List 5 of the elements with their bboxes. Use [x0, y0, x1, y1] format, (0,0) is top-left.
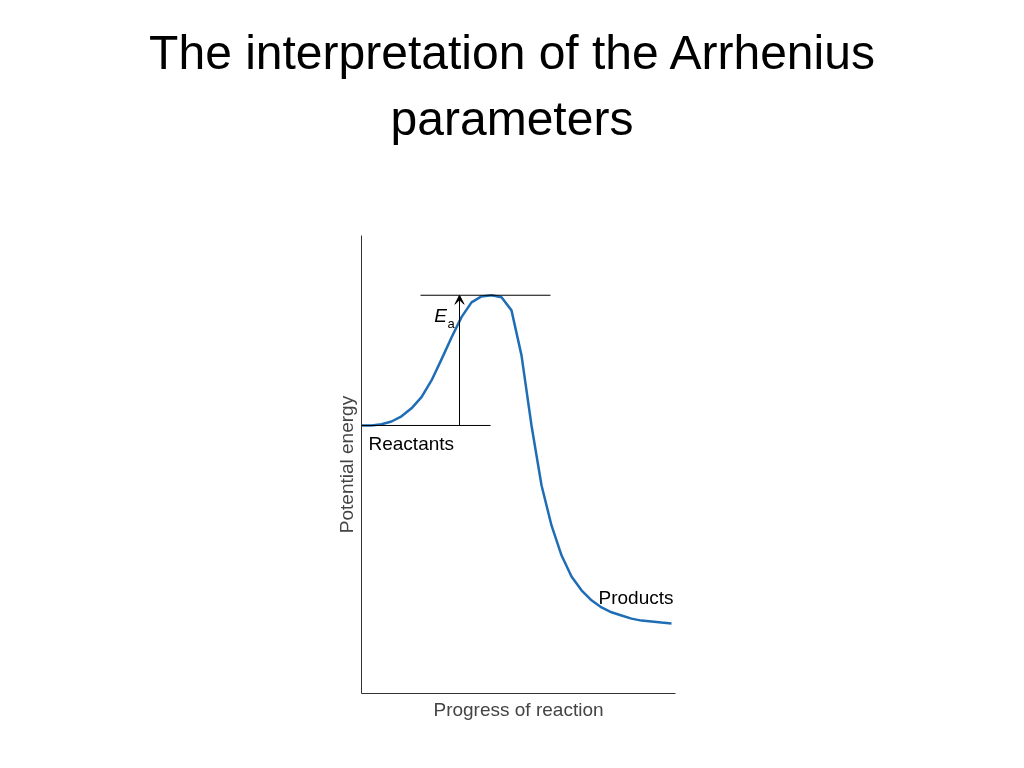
annotation: Reactants — [368, 432, 455, 454]
x-axis-title: Progress of reaction — [433, 698, 604, 720]
y-axis-title: Potential energy — [335, 395, 357, 534]
chart-title: The interpretation of the Arrhenius parameters — [148, 25, 876, 147]
annotation: Products — [598, 587, 674, 609]
